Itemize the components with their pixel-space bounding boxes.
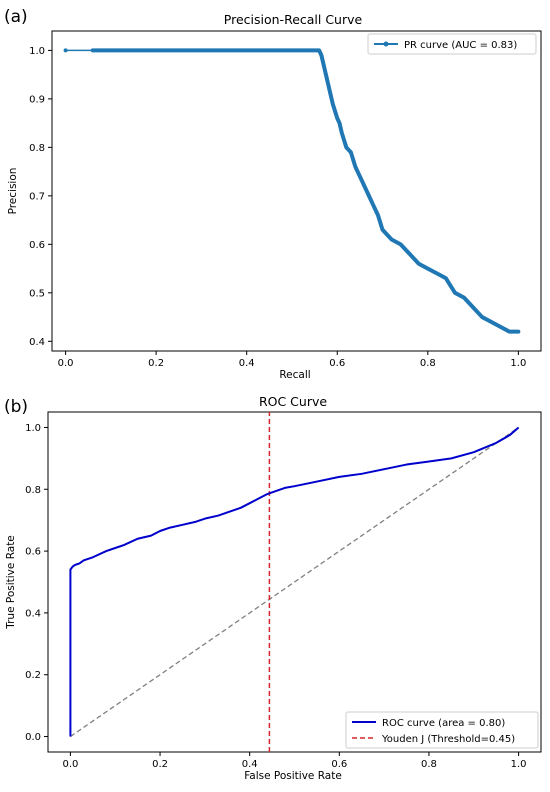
b-x-tick-label: 0.8 [421,759,437,770]
a-x-tick-label: 0.6 [329,358,345,369]
roc-curve-panel: (b) ROC Curve 0.0 0.2 0.4 0.6 0.8 1.0 0.00.20… [4,394,542,782]
pr-x-axis-label: Recall [279,369,310,381]
a-y-tick-label: 0.5 [29,288,45,299]
a-x-tick-label: 0.8 [420,358,436,369]
pr-curve-line [90,48,521,334]
a-x-tick-label: 0.0 [58,358,74,369]
pr-y-axis-label: Precision [7,168,19,215]
roc-x-ticks: 0.0 0.2 0.4 0.6 0.8 1.0 [62,752,527,770]
pr-legend: PR curve (AUC = 0.83) [367,33,537,55]
panel-label-b: (b) [4,397,28,417]
a-x-tick-label: 0.4 [239,358,255,369]
a-x-tick-label: 1.0 [510,358,526,369]
b-y-tick-label: 1.0 [25,423,41,434]
pr-curve-panel: (a) Precision-Recall Curve 0.0 0.2 0.4 0.6 0… [4,7,542,381]
roc-plot-frame [47,411,542,753]
pr-plot-frame [51,30,542,352]
roc-legend: ROC curve (area = 0.80) Youden J (Thresh… [345,711,539,749]
roc-legend-box [345,711,539,749]
b-y-tick-label: 0.4 [25,608,41,619]
pr-curve-start-point [63,48,68,53]
pr-y-ticks: 0.4 0.5 0.6 0.7 0.8 0.9 1.0 [29,46,52,348]
b-y-tick-label: 0.2 [25,670,41,681]
roc-chart-title: ROC Curve [259,394,327,409]
a-y-tick-label: 0.9 [29,94,45,105]
roc-series-layer [69,412,520,752]
pr-series-layer [63,48,521,334]
b-x-tick-label: 0.6 [331,759,347,770]
b-x-tick-label: 0.4 [242,759,258,770]
roc-curve-line [69,426,520,737]
roc-y-axis-label: True Positive Rate [5,535,17,630]
pr-chart-title: Precision-Recall Curve [224,12,363,27]
a-y-tick-label: 0.4 [29,337,45,348]
panel-label-a: (a) [4,7,28,27]
roc-legend-label-youden: Youden J (Threshold=0.45) [381,734,515,745]
b-y-tick-label: 0.0 [25,732,41,743]
b-y-tick-label: 0.8 [25,485,41,496]
roc-y-ticks: 0.0 0.2 0.4 0.6 0.8 1.0 [25,423,48,743]
pr-legend-box [367,33,537,55]
a-y-tick-label: 0.8 [29,143,45,154]
b-x-tick-label: 0.0 [62,759,78,770]
a-x-tick-label: 0.2 [148,358,164,369]
pr-x-ticks: 0.0 0.2 0.4 0.6 0.8 1.0 [58,351,526,369]
b-x-tick-label: 0.2 [152,759,168,770]
roc-chance-diagonal [70,426,519,738]
pr-legend-label: PR curve (AUC = 0.83) [404,40,517,51]
roc-legend-label-roc: ROC curve (area = 0.80) [382,718,505,729]
b-x-tick-label: 1.0 [511,759,527,770]
a-y-tick-label: 0.7 [29,191,45,202]
b-y-tick-label: 0.6 [25,547,41,558]
pr-legend-marker [383,41,389,47]
roc-x-axis-label: False Positive Rate [244,770,342,782]
a-y-tick-label: 1.0 [29,46,45,57]
a-y-tick-label: 0.6 [29,240,45,251]
